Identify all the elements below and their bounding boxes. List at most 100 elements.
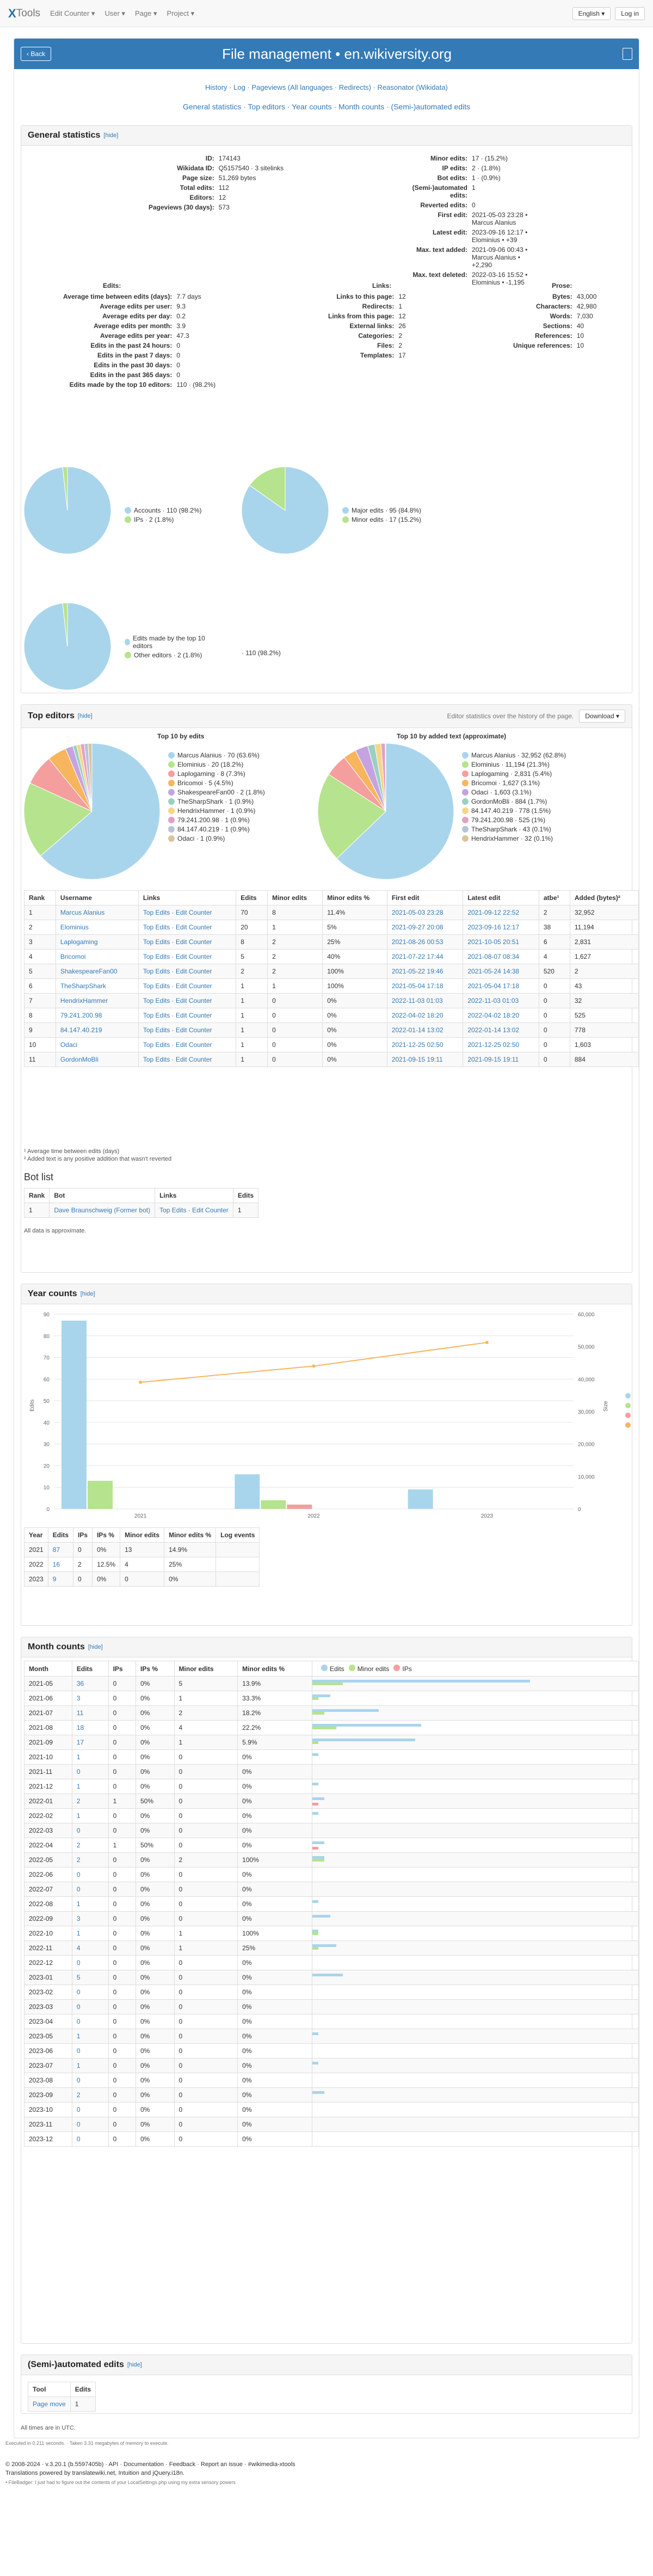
table-link[interactable]: 0 [76,2018,81,2025]
table-link[interactable]: 0 [76,2135,81,2143]
table-cell[interactable]: 1 [71,1749,109,1765]
table-cell[interactable]: 2022-04-02 18:20 [386,1008,464,1023]
table-cell[interactable]: 3 [71,1691,109,1706]
table-cell[interactable]: TheSharpShark [55,978,139,994]
table-cell[interactable]: Top Edits · Edit Counter [155,1203,233,1218]
column-header[interactable]: Minor edits [174,1661,238,1677]
table-cell[interactable]: 0 [71,1985,109,2000]
table-cell[interactable]: 2021-12-25 02:50 [386,1037,464,1052]
table-cell[interactable]: 2021-05-22 19:46 [386,964,464,979]
table-cell[interactable]: 2021-08-07 08:34 [463,949,539,964]
table-cell[interactable]: Marcus Alanius [55,905,139,920]
column-header[interactable]: Minor edits [267,890,323,905]
table-cell[interactable]: 11 [71,1705,109,1721]
table-link[interactable]: 17 [76,1739,84,1746]
table-link[interactable]: 0 [76,1885,81,1893]
table-cell[interactable]: 0 [71,2131,109,2147]
table-link[interactable]: 4 [76,1944,81,1952]
nav-edit-counter[interactable]: Edit Counter ▾ [50,9,95,17]
table-link[interactable]: 2021-09-15 19:11 [467,1056,519,1063]
table-link[interactable]: 1 [76,2062,81,2069]
column-header[interactable]: Links [138,890,237,905]
table-link[interactable]: Top Edits · Edit Counter [143,909,212,916]
table-link[interactable]: 11 [76,1709,84,1717]
table-cell[interactable]: 2022-01-14 13:02 [386,1022,464,1038]
nav-project[interactable]: Project ▾ [167,9,195,17]
table-link[interactable]: 2022-04-02 18:20 [391,1012,443,1019]
table-cell[interactable]: 2023-09-16 12:17 [463,920,539,935]
table-cell[interactable]: 1 [71,2029,109,2044]
table-link[interactable]: Top Edits · Edit Counter [143,997,212,1004]
table-cell[interactable]: Odaci [55,1037,139,1052]
table-link[interactable]: 0 [76,1827,81,1834]
table-cell[interactable]: 2 [71,2087,109,2103]
table-cell[interactable]: 2021-05-03 23:28 [386,905,464,920]
table-link[interactable]: 2021-05-04 17:18 [391,982,443,990]
table-link[interactable]: 87 [52,1546,60,1554]
table-link[interactable]: Top Edits · Edit Counter [143,1026,212,1034]
table-cell[interactable]: Top Edits · Edit Counter [138,1037,237,1052]
column-header[interactable]: IPs % [92,1527,121,1543]
table-cell[interactable]: 0 [71,1955,109,1970]
column-header[interactable]: Links [155,1188,233,1203]
language-button[interactable]: English ▾ [572,7,611,20]
table-link[interactable]: GordonMoBli [60,1056,98,1063]
hide-toggle[interactable]: [hide] [77,713,93,719]
table-cell[interactable]: 0 [71,1867,109,1882]
hide-toggle[interactable]: [hide] [88,1644,103,1650]
table-cell[interactable]: 2021-12-25 02:50 [463,1037,539,1052]
table-link[interactable]: 2021-05-03 23:28 [391,909,443,916]
table-link[interactable]: 2021-12-25 02:50 [467,1041,520,1049]
table-link[interactable]: Top Edits · Edit Counter [143,923,212,931]
table-cell[interactable]: ShakespeareFan00 [55,964,139,979]
table-cell[interactable]: Top Edits · Edit Counter [138,1022,237,1038]
table-cell[interactable]: 3 [71,1911,109,1926]
column-header[interactable]: Month [24,1661,72,1677]
table-link[interactable]: 2022-01-14 13:02 [467,1026,520,1034]
table-link[interactable]: 2021-08-07 08:34 [467,953,520,960]
table-cell[interactable]: 1 [71,1808,109,1823]
table-link[interactable]: 2 [76,1841,81,1849]
column-header[interactable]: Added (bytes)² [569,890,639,905]
table-link[interactable]: 84.147.40.219 [60,1026,102,1034]
table-cell[interactable]: 1 [71,1779,109,1794]
table-cell[interactable]: 18 [71,1720,109,1735]
table-link[interactable]: 2022-11-03 01:03 [391,997,443,1004]
table-link[interactable]: Bricomoi [60,953,86,960]
table-cell[interactable]: 2022-01-14 13:02 [463,1022,539,1038]
table-link[interactable]: 2 [76,1856,81,1864]
column-header[interactable]: Tool [28,2382,71,2397]
table-link[interactable]: 2021-12-25 02:50 [391,1041,443,1049]
table-link[interactable]: 2021-10-05 20:51 [467,938,520,946]
column-header[interactable]: Minor edits % [237,1661,312,1677]
table-link[interactable]: 0 [76,2076,81,2084]
table-cell[interactable]: 0 [71,2014,109,2029]
hide-toggle[interactable]: [hide] [127,2362,142,2368]
table-link[interactable]: 2021-09-15 19:11 [391,1056,443,1063]
table-link[interactable]: 2021-09-12 22:52 [467,909,520,916]
table-cell[interactable]: 2 [71,1838,109,1853]
table-cell[interactable]: 2021-09-27 20:08 [386,920,464,935]
column-header[interactable]: Minor edits [120,1527,165,1543]
table-link[interactable]: 36 [76,1680,84,1687]
table-link[interactable]: 79.241.200.98 [60,1012,102,1019]
table-link[interactable]: 1 [76,1783,81,1790]
table-link[interactable]: 3 [76,1694,81,1702]
column-header[interactable]: Rank [24,890,56,905]
back-button[interactable]: ‹ Back [21,47,52,61]
column-header[interactable]: Username [55,890,139,905]
table-link[interactable]: 16 [52,1561,60,1568]
column-header[interactable]: Year [24,1527,48,1543]
table-link[interactable]: 9 [52,1575,57,1583]
column-header[interactable]: atbe¹ [538,890,570,905]
table-link[interactable]: Dave Braunschweig (Former bot) [54,1206,151,1214]
xtools-logo[interactable]: X Tools [8,6,41,20]
external-links[interactable]: History · Log · Pageviews (All languages… [205,83,448,91]
table-link[interactable]: 0 [76,2106,81,2113]
column-header[interactable]: IPs % [135,1661,175,1677]
table-cell[interactable]: 0 [71,1764,109,1779]
table-cell[interactable]: 16 [47,1557,74,1572]
table-cell[interactable]: 2021-09-15 19:11 [386,1052,464,1067]
table-link[interactable]: Top Edits · Edit Counter [159,1206,229,1214]
table-cell[interactable]: Page move [28,2396,71,2412]
